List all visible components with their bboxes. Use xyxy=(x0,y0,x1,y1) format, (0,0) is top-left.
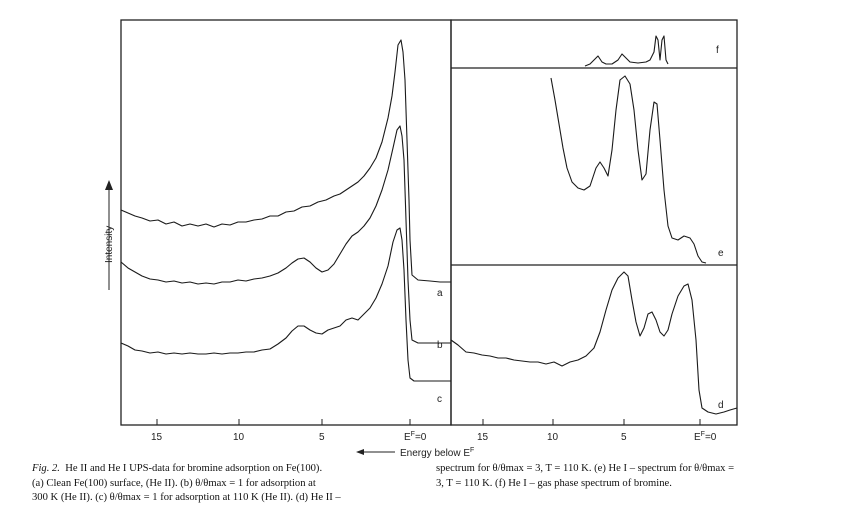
y-axis-label: Intensity xyxy=(104,226,115,263)
energy-arrowhead xyxy=(356,449,364,455)
caption-line-2: (a) Clean Fe(100) surface, (He II). (b) … xyxy=(32,477,316,489)
right-tick-label-ef: EF=0 xyxy=(694,431,717,443)
right-tick-label-5: 5 xyxy=(621,432,627,443)
x-axis-label-sup: F xyxy=(470,447,474,454)
label-e: e xyxy=(718,248,724,259)
curve-a xyxy=(120,39,451,283)
curve-f xyxy=(584,35,669,67)
right-tick-label-15: 15 xyxy=(477,432,489,443)
ups-figure: Intensity a b c d e f 15 10 5 EF=0 15 10… xyxy=(104,19,738,459)
caption-column-2: spectrum for θ/θmax = 3, T = 110 K. (e) … xyxy=(436,462,836,491)
left-tick-label-ef: EF=0 xyxy=(404,431,427,443)
curve-e xyxy=(550,75,707,264)
caption-line-4: spectrum for θ/θmax = 3, T = 110 K. (e) … xyxy=(436,463,735,474)
left-tick-label-5: 5 xyxy=(319,432,325,443)
right-ef-e: E xyxy=(694,432,701,443)
left-ef-e: E xyxy=(404,432,411,443)
label-c: c xyxy=(437,394,442,405)
label-b: b xyxy=(437,340,443,351)
left-tick-label-15: 15 xyxy=(151,432,163,443)
caption-line-3: 300 K (He II). (c) θ/θmax = 1 for adsorp… xyxy=(32,492,341,503)
curve-b xyxy=(120,125,451,344)
left-tick-label-10: 10 xyxy=(233,432,245,443)
caption-column-1: Fig. 2. He II and He I UPS-data for brom… xyxy=(32,462,432,506)
x-axis-label-text: Energy below E xyxy=(400,448,470,459)
caption-line-5: 3, T = 110 K. (f) He I – gas phase spect… xyxy=(436,477,672,489)
left-ef-zero: =0 xyxy=(415,432,427,443)
left-ef-sup: F xyxy=(411,431,415,438)
intensity-arrowhead xyxy=(105,180,113,190)
right-ef-zero: =0 xyxy=(705,432,717,443)
right-tick-label-10: 10 xyxy=(547,432,559,443)
label-d: d xyxy=(718,400,724,411)
curve-d xyxy=(450,271,738,415)
x-axis-label: Energy below EF xyxy=(400,447,474,459)
curve-c xyxy=(120,227,451,382)
label-f: f xyxy=(716,45,719,56)
caption-line-1-text: He II and He I UPS-data for bromine adso… xyxy=(65,463,323,474)
label-a: a xyxy=(437,288,443,299)
caption-line-1: Fig. 2. He II and He I UPS-data for brom… xyxy=(32,462,432,477)
right-panel-frame xyxy=(450,19,738,426)
figure-number: Fig. 2. xyxy=(32,463,60,474)
right-ef-sup: F xyxy=(701,431,705,438)
